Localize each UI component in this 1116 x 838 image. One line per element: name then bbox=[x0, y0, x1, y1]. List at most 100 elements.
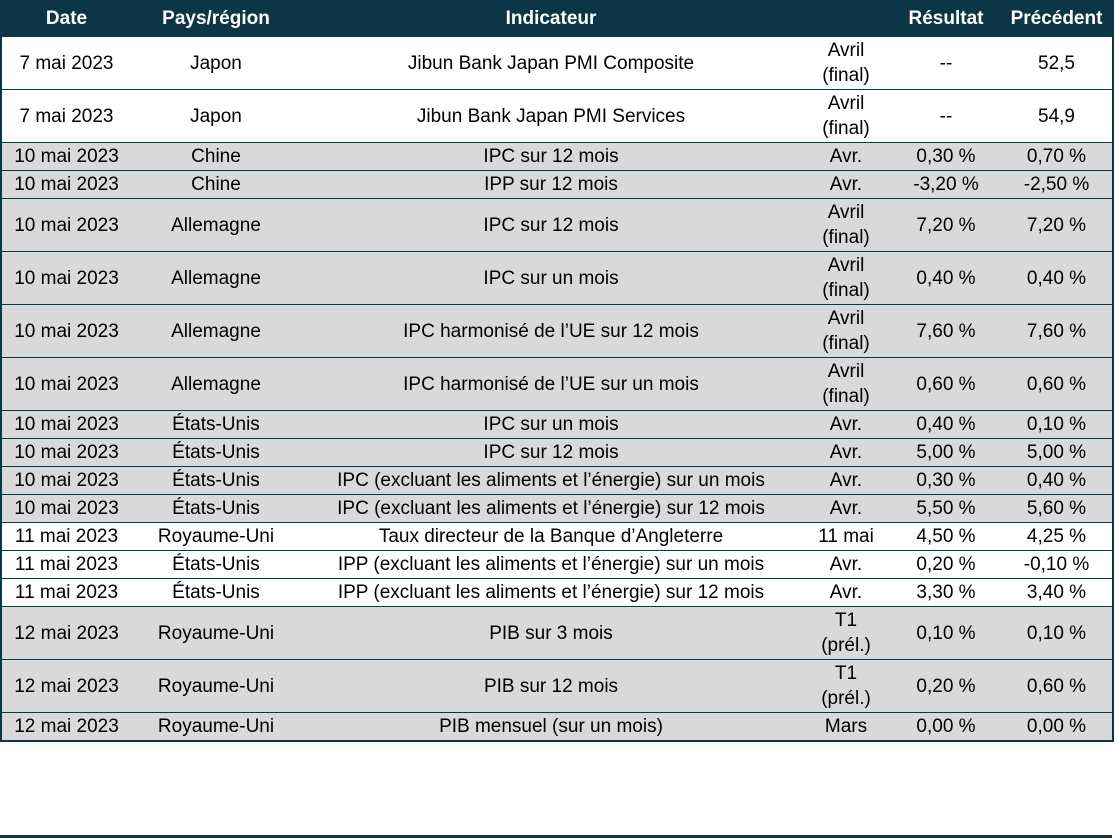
date-cell: 10 mai 2023 bbox=[1, 410, 131, 439]
result-cell: 0,60 % bbox=[891, 357, 1001, 411]
region-cell: États-Unis bbox=[131, 410, 301, 439]
table-row: 11 mai 2023 États-Unis IPP (excluant les… bbox=[1, 578, 1113, 607]
indicator-cell: IPC harmonisé de l’UE sur 12 mois bbox=[301, 304, 801, 358]
previous-cell: 7,60 % bbox=[1001, 304, 1113, 358]
table-row: 7 mai 2023 Japon Jibun Bank Japan PMI Se… bbox=[1, 89, 1113, 143]
date-cell: 10 mai 2023 bbox=[1, 494, 131, 523]
region-cell: Allemagne bbox=[131, 198, 301, 252]
indicator-cell: IPC (excluant les aliments et l’énergie)… bbox=[301, 494, 801, 523]
table-row: 10 mai 2023 États-Unis IPC sur un mois A… bbox=[1, 410, 1113, 439]
period-cell: 11 mai bbox=[801, 522, 891, 551]
period-cell: Avril (final) bbox=[801, 198, 891, 252]
result-cell: 0,00 % bbox=[891, 712, 1001, 741]
result-cell: 7,60 % bbox=[891, 304, 1001, 358]
table-row: 10 mai 2023 États-Unis IPC (excluant les… bbox=[1, 494, 1113, 523]
region-cell: Japon bbox=[131, 89, 301, 143]
table-row: 10 mai 2023 Allemagne IPC sur 12 mois Av… bbox=[1, 198, 1113, 252]
date-cell: 10 mai 2023 bbox=[1, 142, 131, 171]
region-cell: États-Unis bbox=[131, 494, 301, 523]
header-period bbox=[801, 1, 891, 37]
previous-cell: 52,5 bbox=[1038, 52, 1075, 74]
result-cell: -- bbox=[891, 89, 1001, 143]
date-cell: 10 mai 2023 bbox=[1, 357, 131, 411]
region-cell: Allemagne bbox=[131, 357, 301, 411]
previous-cell: 0,60 % bbox=[1001, 357, 1113, 411]
indicator-cell: IPP (excluant les aliments et l’énergie)… bbox=[301, 550, 801, 579]
table-header-row: Date Pays/région Indicateur Résultat Pré… bbox=[1, 1, 1113, 37]
date-cell: 12 mai 2023 bbox=[1, 606, 131, 660]
period-cell: Avr. bbox=[801, 550, 891, 579]
table-body: 7 mai 2023 Japon Jibun Bank Japan PMI Co… bbox=[1, 36, 1113, 741]
previous-cell: 0,10 % bbox=[1001, 410, 1113, 439]
table-row: 10 mai 2023 Chine IPP sur 12 mois Avr. -… bbox=[1, 170, 1113, 199]
indicator-cell: IPP (excluant les aliments et l’énergie)… bbox=[301, 578, 801, 607]
date-cell: 12 mai 2023 bbox=[1, 659, 131, 713]
previous-cell: 0,60 % bbox=[1001, 659, 1113, 713]
previous-cell: 54,9 bbox=[1001, 89, 1113, 143]
indicator-cell: IPC sur 12 mois bbox=[301, 198, 801, 252]
period-cell: Avril (final) bbox=[801, 357, 891, 411]
economic-calendar-table: Date Pays/région Indicateur Résultat Pré… bbox=[0, 0, 1114, 742]
period-cell: Avr. bbox=[801, 438, 891, 467]
indicator-cell: IPP sur 12 mois bbox=[301, 170, 801, 199]
period-cell: T1 (prél.) bbox=[801, 606, 891, 660]
header-result: Résultat bbox=[891, 1, 1001, 37]
region-cell: États-Unis bbox=[131, 438, 301, 467]
table-row: 10 mai 2023 Chine IPC sur 12 mois Avr. 0… bbox=[1, 142, 1113, 171]
indicator-cell: Taux directeur de la Banque d’Angleterre bbox=[301, 522, 801, 551]
region-cell: Royaume-Uni bbox=[131, 712, 301, 741]
period-cell: Avr. bbox=[801, 142, 891, 171]
table-row: 7 mai 2023 Japon Jibun Bank Japan PMI Co… bbox=[1, 36, 1113, 90]
result-cell: 0,40 % bbox=[891, 410, 1001, 439]
region-cell: Chine bbox=[131, 142, 301, 171]
result-cell: -- bbox=[939, 52, 953, 74]
table-row: 10 mai 2023 Allemagne IPC harmonisé de l… bbox=[1, 304, 1113, 358]
previous-cell: -2,50 % bbox=[1001, 170, 1113, 199]
table-row: 12 mai 2023 Royaume-Uni PIB sur 3 mois T… bbox=[1, 606, 1113, 660]
region-cell: États-Unis bbox=[131, 578, 301, 607]
period-cell: Avr. bbox=[801, 410, 891, 439]
table-bottom-border bbox=[0, 835, 1112, 838]
date-cell: 12 mai 2023 bbox=[1, 712, 131, 741]
result-cell: 0,30 % bbox=[891, 142, 1001, 171]
previous-cell: 5,60 % bbox=[1001, 494, 1113, 523]
region-cell: Chine bbox=[131, 170, 301, 199]
result-cell: 7,20 % bbox=[891, 198, 1001, 252]
date-cell: 10 mai 2023 bbox=[1, 304, 131, 358]
previous-cell: 0,40 % bbox=[1001, 251, 1113, 305]
table-row: 10 mai 2023 Allemagne IPC harmonisé de l… bbox=[1, 357, 1113, 411]
indicator-cell: IPC harmonisé de l’UE sur un mois bbox=[301, 357, 801, 411]
previous-cell: 7,20 % bbox=[1001, 198, 1113, 252]
region-cell: Japon bbox=[190, 52, 242, 74]
result-cell: -3,20 % bbox=[891, 170, 1001, 199]
result-cell: 0,20 % bbox=[891, 550, 1001, 579]
date-cell: 7 mai 2023 bbox=[1, 89, 131, 143]
result-cell: 0,20 % bbox=[891, 659, 1001, 713]
table-row: 12 mai 2023 Royaume-Uni PIB sur 12 mois … bbox=[1, 659, 1113, 713]
header-previous: Précédent bbox=[1001, 1, 1113, 37]
period-cell: Avr. bbox=[801, 578, 891, 607]
region-cell: Royaume-Uni bbox=[131, 659, 301, 713]
table-row: 12 mai 2023 Royaume-Uni PIB mensuel (sur… bbox=[1, 712, 1113, 741]
indicator-cell: Jibun Bank Japan PMI Services bbox=[301, 89, 801, 143]
period-cell: Avril (final) bbox=[822, 40, 870, 86]
previous-cell: 0,70 % bbox=[1001, 142, 1113, 171]
date-cell: 10 mai 2023 bbox=[1, 170, 131, 199]
previous-cell: 0,10 % bbox=[1001, 606, 1113, 660]
region-cell: États-Unis bbox=[131, 466, 301, 495]
header-region: Pays/région bbox=[131, 1, 301, 37]
indicator-cell: PIB sur 12 mois bbox=[301, 659, 801, 713]
date-cell: 10 mai 2023 bbox=[1, 466, 131, 495]
period-cell: Avr. bbox=[801, 466, 891, 495]
result-cell: 0,10 % bbox=[891, 606, 1001, 660]
indicator-cell: IPC sur un mois bbox=[301, 251, 801, 305]
period-cell: Avr. bbox=[801, 494, 891, 523]
result-cell: 0,30 % bbox=[891, 466, 1001, 495]
previous-cell: 0,40 % bbox=[1001, 466, 1113, 495]
result-cell: 5,00 % bbox=[891, 438, 1001, 467]
header-date: Date bbox=[1, 1, 131, 37]
result-cell: 4,50 % bbox=[891, 522, 1001, 551]
table-row: 11 mai 2023 Royaume-Uni Taux directeur d… bbox=[1, 522, 1113, 551]
header-indicator: Indicateur bbox=[301, 1, 801, 37]
region-cell: Royaume-Uni bbox=[131, 522, 301, 551]
